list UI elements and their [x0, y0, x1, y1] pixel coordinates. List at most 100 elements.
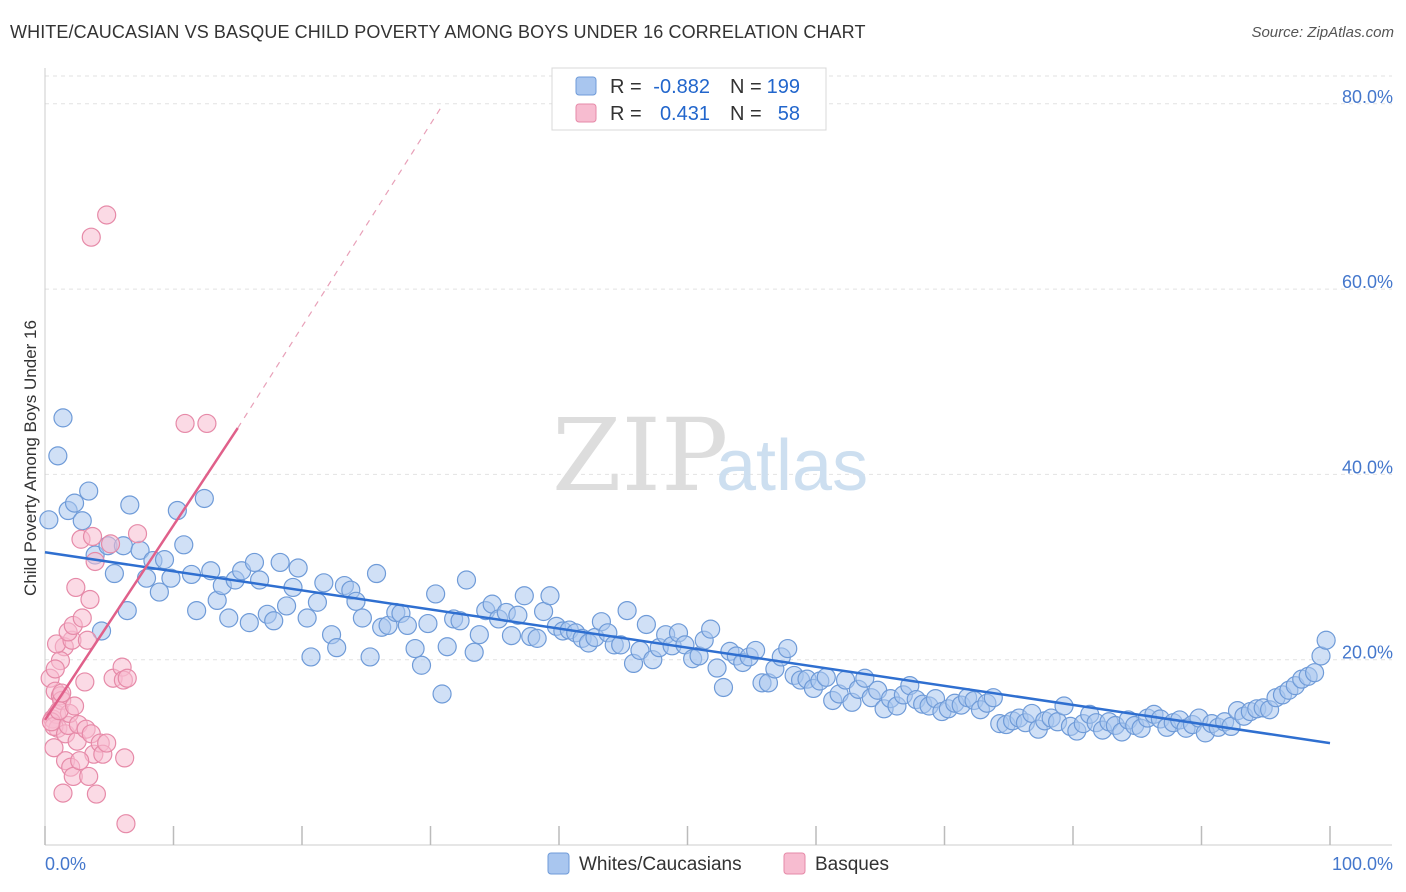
point-basques	[127, 524, 148, 544]
point-whites	[366, 563, 387, 584]
point-whites	[327, 638, 347, 658]
point-whites	[816, 667, 836, 687]
point-whites	[611, 635, 631, 655]
point-whites	[1054, 696, 1074, 716]
point-whites	[397, 615, 417, 636]
bottom-legend-swatch-whites	[547, 852, 570, 875]
point-basques	[75, 672, 95, 692]
point-whites	[244, 552, 265, 573]
point-basques	[116, 814, 136, 834]
point-basques	[66, 577, 86, 598]
point-whites	[450, 611, 470, 631]
point-basques	[197, 413, 217, 434]
tick-labels: 20.0% 40.0% 60.0% 80.0% 0.0% 100.0%	[45, 87, 1393, 874]
legend-swatch-basques	[575, 103, 597, 123]
x-tick-label: 0.0%	[45, 854, 86, 874]
legend: R = -0.882 N = 199 R = 0.431 N = 58	[551, 67, 827, 131]
point-basques	[81, 227, 101, 247]
bottom-legend-label-basques: Basques	[815, 854, 889, 875]
point-whites	[701, 619, 721, 639]
legend-swatch-whites	[575, 76, 597, 96]
legend-r-label-1: R =	[610, 76, 642, 98]
y-axis-title: Child Poverty Among Boys Under 16	[21, 320, 40, 596]
point-whites	[187, 600, 207, 621]
legend-n-value-2: 58	[778, 103, 800, 125]
point-whites	[276, 596, 297, 616]
point-whites	[501, 626, 522, 646]
point-whites	[314, 573, 334, 593]
point-whites	[154, 550, 175, 570]
point-whites	[437, 637, 457, 657]
legend-r-value-2: 0.431	[660, 103, 710, 125]
trend-line-basques	[43, 427, 239, 721]
bottom-legend: Whites/Caucasians Basques	[547, 852, 889, 875]
y-tick-label: 60.0%	[1342, 272, 1393, 292]
point-whites	[456, 570, 477, 590]
point-basques	[100, 534, 121, 554]
point-whites	[239, 613, 259, 633]
trend-lines	[43, 103, 1331, 745]
point-whites	[418, 613, 438, 634]
point-basques	[44, 738, 64, 758]
point-basques	[82, 526, 103, 547]
scatter-points	[39, 205, 1336, 834]
point-basques	[72, 608, 92, 628]
point-basques	[45, 659, 65, 679]
point-whites	[1304, 663, 1325, 683]
trend-line-whites	[44, 550, 1331, 745]
point-whites	[405, 638, 425, 659]
point-whites	[149, 582, 169, 602]
point-whites	[778, 638, 798, 659]
watermark: ZIP atlas	[552, 397, 868, 514]
point-basques	[97, 205, 117, 225]
point-whites	[1316, 630, 1336, 650]
point-whites	[346, 591, 366, 611]
point-whites	[48, 446, 68, 466]
watermark-zip: ZIP	[552, 397, 728, 514]
point-whites	[288, 558, 308, 578]
point-whites	[360, 647, 380, 667]
point-whites	[72, 511, 92, 531]
point-whites	[264, 611, 284, 631]
point-whites	[136, 568, 157, 588]
point-whites	[53, 408, 73, 428]
point-whites	[432, 684, 452, 704]
point-whites	[39, 510, 59, 530]
point-basques	[53, 783, 73, 803]
point-basques	[117, 668, 137, 688]
bottom-legend-swatch-basques	[783, 852, 806, 875]
point-basques	[70, 751, 90, 771]
x-tick-label: 100.0%	[1332, 854, 1393, 874]
watermark-atlas: atlas	[716, 426, 868, 506]
point-whites	[161, 568, 181, 588]
point-basques	[64, 696, 85, 716]
trend-line-basques-extension	[237, 103, 444, 429]
point-whites	[249, 570, 270, 590]
point-basques	[80, 589, 100, 610]
point-whites	[301, 647, 321, 667]
point-whites	[746, 640, 766, 661]
point-whites	[174, 535, 194, 555]
legend-n-label-1: N =	[730, 76, 762, 98]
y-tick-label: 40.0%	[1342, 457, 1393, 477]
point-basques	[97, 733, 117, 753]
point-whites	[352, 608, 372, 628]
point-whites	[307, 592, 328, 612]
chart-source: Source: ZipAtlas.com	[1251, 24, 1394, 41]
point-whites	[104, 563, 124, 584]
point-whites	[508, 605, 528, 625]
point-whites	[540, 586, 560, 606]
point-whites	[297, 608, 317, 628]
point-whites	[219, 608, 239, 628]
point-whites	[707, 658, 727, 678]
point-whites	[464, 642, 484, 662]
y-tick-label: 80.0%	[1342, 87, 1393, 107]
chart-title: WHITE/CAUCASIAN VS BASQUE CHILD POVERTY …	[10, 22, 866, 42]
point-whites	[120, 495, 140, 515]
point-whites	[64, 493, 85, 513]
legend-n-label-2: N =	[730, 103, 762, 125]
point-whites	[411, 655, 432, 675]
bottom-legend-label-whites: Whites/Caucasians	[579, 854, 742, 875]
point-whites	[514, 586, 534, 606]
